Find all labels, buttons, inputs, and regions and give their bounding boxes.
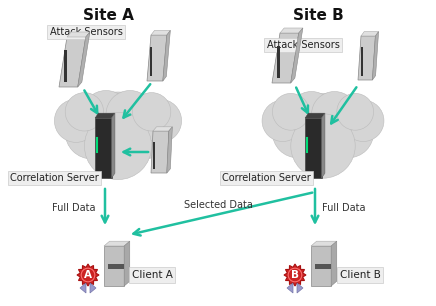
Text: Selected Data: Selected Data — [184, 200, 252, 210]
Polygon shape — [147, 35, 167, 81]
Circle shape — [82, 92, 154, 164]
Text: Client B: Client B — [340, 270, 381, 280]
Polygon shape — [90, 283, 96, 293]
Polygon shape — [78, 32, 90, 87]
Polygon shape — [77, 264, 99, 286]
Text: Site B: Site B — [293, 8, 344, 23]
Polygon shape — [284, 264, 306, 286]
FancyBboxPatch shape — [153, 141, 155, 169]
Circle shape — [138, 99, 182, 142]
FancyBboxPatch shape — [108, 264, 123, 269]
Polygon shape — [163, 30, 170, 81]
Polygon shape — [322, 113, 325, 178]
Polygon shape — [297, 283, 303, 293]
Polygon shape — [287, 283, 293, 293]
Circle shape — [337, 93, 374, 130]
Text: Attack Sensors: Attack Sensors — [266, 40, 340, 50]
FancyBboxPatch shape — [150, 47, 152, 76]
Circle shape — [272, 107, 323, 158]
Text: Attack Sensors: Attack Sensors — [50, 27, 123, 37]
Polygon shape — [151, 30, 170, 35]
Polygon shape — [291, 28, 303, 83]
Text: B: B — [291, 270, 299, 280]
FancyBboxPatch shape — [277, 46, 280, 78]
Circle shape — [289, 91, 334, 137]
Polygon shape — [112, 113, 115, 178]
Polygon shape — [153, 127, 172, 131]
FancyBboxPatch shape — [361, 47, 362, 76]
Circle shape — [118, 106, 171, 159]
Circle shape — [289, 94, 358, 162]
Circle shape — [133, 93, 171, 131]
Circle shape — [291, 114, 355, 178]
Circle shape — [82, 91, 130, 139]
Polygon shape — [151, 131, 169, 173]
FancyBboxPatch shape — [95, 118, 112, 178]
Circle shape — [65, 106, 118, 159]
Polygon shape — [104, 241, 130, 246]
Circle shape — [262, 100, 303, 141]
Polygon shape — [67, 32, 90, 37]
Polygon shape — [305, 113, 325, 118]
Text: Full Data: Full Data — [52, 203, 95, 213]
Circle shape — [343, 100, 384, 141]
Circle shape — [65, 93, 104, 131]
Polygon shape — [358, 36, 375, 80]
Text: Site A: Site A — [82, 8, 133, 23]
Circle shape — [54, 99, 98, 142]
Circle shape — [323, 107, 374, 158]
FancyBboxPatch shape — [305, 118, 322, 178]
Circle shape — [106, 91, 154, 139]
FancyBboxPatch shape — [311, 246, 331, 286]
Polygon shape — [361, 32, 378, 36]
Circle shape — [85, 112, 152, 180]
Polygon shape — [124, 241, 130, 286]
Polygon shape — [331, 241, 337, 286]
Circle shape — [311, 91, 358, 137]
Text: A: A — [84, 270, 92, 280]
FancyBboxPatch shape — [104, 246, 124, 286]
Polygon shape — [167, 127, 172, 173]
Text: Correlation Server: Correlation Server — [10, 173, 99, 183]
Polygon shape — [311, 241, 337, 246]
FancyBboxPatch shape — [315, 264, 330, 269]
Polygon shape — [59, 37, 86, 87]
Polygon shape — [95, 113, 115, 118]
Polygon shape — [80, 283, 86, 293]
Polygon shape — [372, 32, 378, 80]
Polygon shape — [280, 28, 303, 33]
Circle shape — [272, 93, 309, 130]
FancyBboxPatch shape — [64, 50, 67, 82]
Text: Client A: Client A — [132, 270, 173, 280]
Text: Full Data: Full Data — [322, 203, 365, 213]
Polygon shape — [272, 33, 299, 83]
Text: Correlation Server: Correlation Server — [222, 173, 311, 183]
